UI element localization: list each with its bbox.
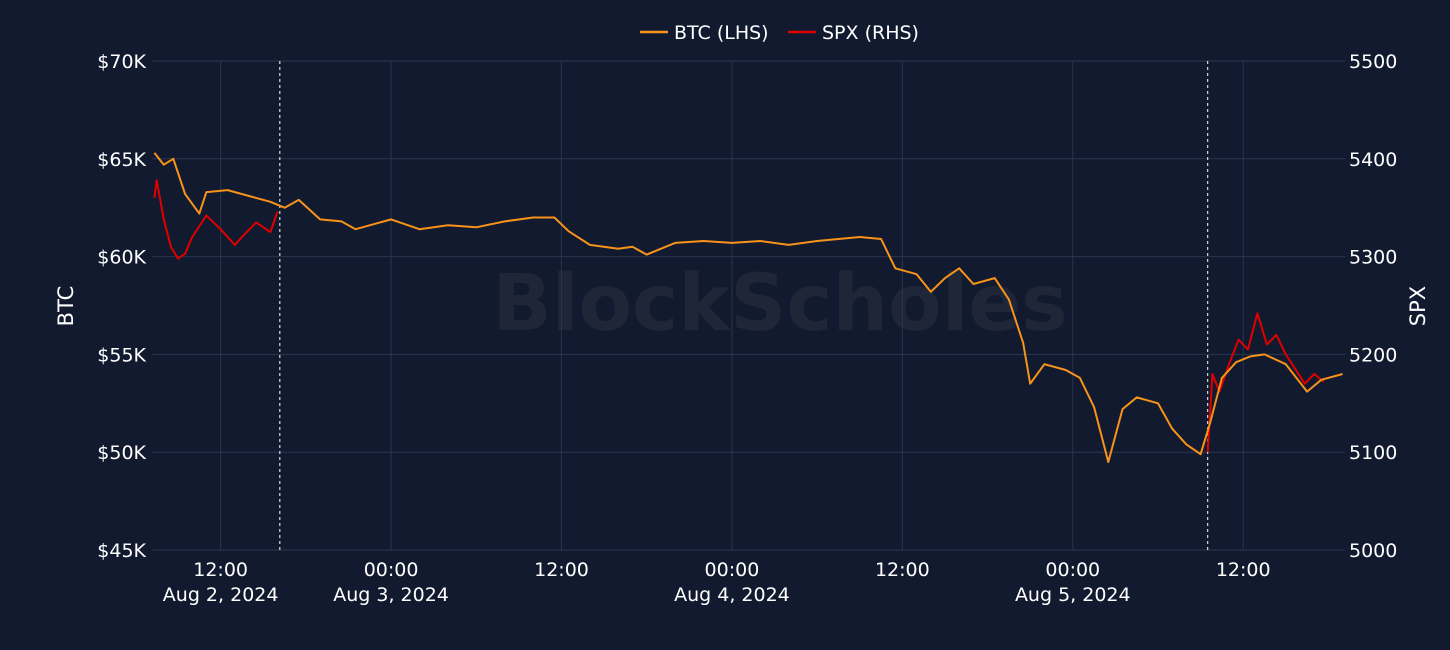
left-axis-ticks: $45K $50K $55K $60K $65K $70K xyxy=(97,51,146,562)
left-tick-label: $45K xyxy=(97,540,146,562)
x-tick-label: 12:00 xyxy=(1216,559,1271,581)
spx-line xyxy=(1206,312,1325,453)
left-tick-label: $60K xyxy=(97,247,146,269)
x-tick-date-label: Aug 3, 2024 xyxy=(333,584,449,606)
x-tick-label: 12:00 xyxy=(534,559,589,581)
left-tick-label: $55K xyxy=(97,344,146,366)
spx-line xyxy=(153,179,279,260)
right-tick-label: 5100 xyxy=(1349,442,1397,464)
x-tick-label: 00:00 xyxy=(705,559,760,581)
series-lines xyxy=(153,152,1343,463)
x-axis-ticks: 12:00 Aug 2, 2024 00:00 Aug 3, 2024 12:00 00:… xyxy=(163,559,1271,606)
btc-line xyxy=(153,152,1343,463)
x-tick-date-label: Aug 2, 2024 xyxy=(163,584,279,606)
right-tick-label: 5400 xyxy=(1349,149,1397,171)
right-tick-label: 5500 xyxy=(1349,51,1397,73)
right-tick-label: 5200 xyxy=(1349,344,1397,366)
legend[interactable]: BTC (LHS) SPX (RHS) xyxy=(640,22,919,44)
legend-item-btc[interactable]: BTC (LHS) xyxy=(640,22,769,44)
left-tick-label: $65K xyxy=(97,149,146,171)
x-tick-label: 12:00 xyxy=(193,559,248,581)
legend-item-spx[interactable]: SPX (RHS) xyxy=(788,22,919,44)
watermark: BlockScholes xyxy=(492,259,1067,349)
left-axis-title: BTC xyxy=(54,286,78,327)
left-tick-label: $50K xyxy=(97,442,146,464)
legend-label: BTC (LHS) xyxy=(674,22,769,44)
right-tick-label: 5000 xyxy=(1349,540,1397,562)
x-tick-date-label: Aug 4, 2024 xyxy=(674,584,790,606)
x-tick-label: 12:00 xyxy=(875,559,930,581)
right-axis-ticks: 5000 5100 5200 5300 5400 5500 xyxy=(1349,51,1397,562)
x-tick-label: 00:00 xyxy=(364,559,419,581)
left-tick-label: $70K xyxy=(97,51,146,73)
x-tick-label: 00:00 xyxy=(1045,559,1100,581)
right-tick-label: 5300 xyxy=(1349,247,1397,269)
grid xyxy=(152,60,1345,551)
legend-label: SPX (RHS) xyxy=(822,22,919,44)
x-tick-date-label: Aug 5, 2024 xyxy=(1015,584,1131,606)
right-axis-title: SPX xyxy=(1406,286,1430,326)
